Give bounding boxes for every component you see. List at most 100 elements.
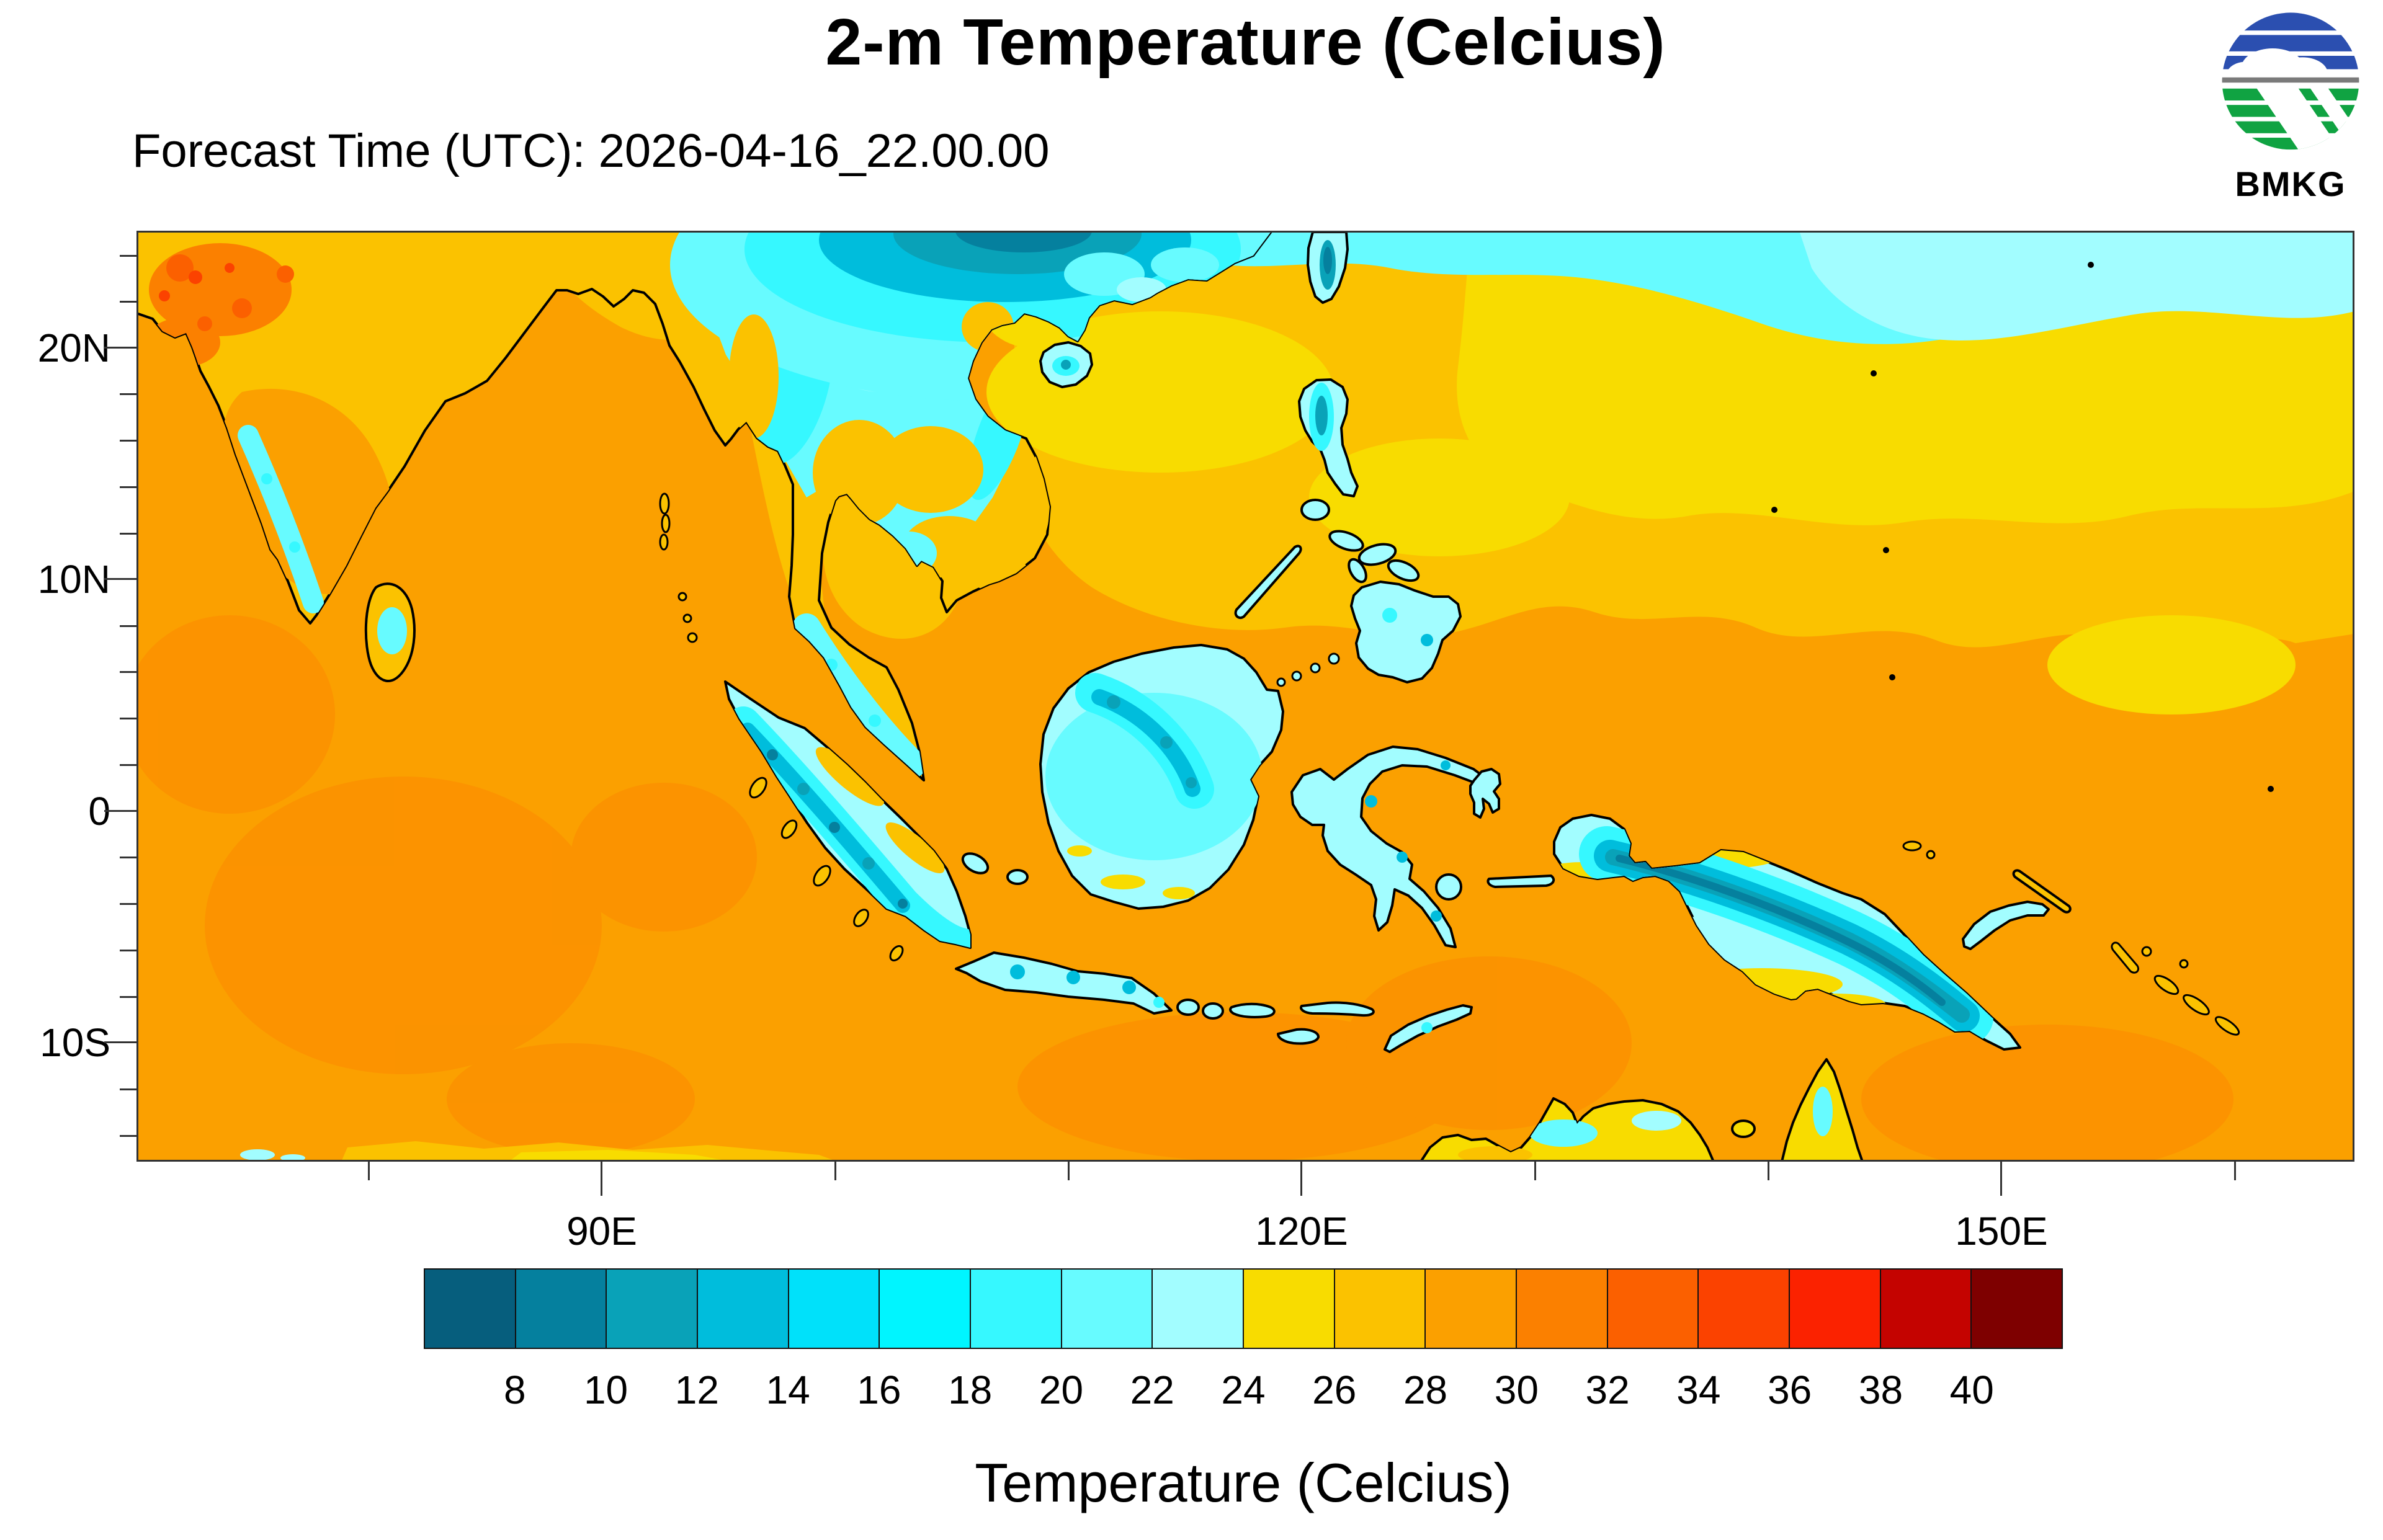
colorbar-cell	[607, 1270, 699, 1348]
island-java	[955, 951, 1173, 1015]
colorbar-cell	[698, 1270, 789, 1348]
bmkg-logo: BMKG	[2211, 11, 2371, 204]
y-axis-minor-tick	[120, 764, 136, 766]
y-axis-label-10S: 10S	[40, 1020, 110, 1065]
colorbar-label-26: 26	[1312, 1368, 1357, 1412]
colorbar-label-36: 36	[1768, 1368, 1812, 1412]
colorbar-label-28: 28	[1403, 1368, 1448, 1412]
islands-mentawai	[749, 777, 904, 962]
y-axis-minor-tick	[120, 718, 136, 719]
colorbar-cell	[789, 1270, 880, 1348]
colorbar-cell	[1153, 1270, 1245, 1348]
colorbar-label-40: 40	[1949, 1368, 1994, 1412]
colorbar-cell	[1517, 1270, 1608, 1348]
y-axis-label-20N: 20N	[37, 326, 110, 370]
colorbar-label-30: 30	[1494, 1368, 1539, 1412]
y-axis-minor-tick	[120, 393, 136, 395]
map-canvas	[124, 229, 2354, 1173]
x-axis-label-150E: 150E	[1955, 1209, 2048, 1253]
islands-solomon	[1902, 840, 2240, 1036]
y-axis-minor-tick	[120, 671, 136, 673]
colorbar-label-10: 10	[583, 1368, 628, 1412]
islands-andaman-nicobar	[659, 492, 698, 643]
colorbar-label-38: 38	[1858, 1368, 1903, 1412]
forecast-time-label: Forecast Time (UTC): 2026-04-16_22.00.00	[132, 125, 1050, 177]
island-groote	[1731, 1119, 1756, 1138]
colorbar-label-8: 8	[503, 1368, 526, 1412]
colorbar-label-24: 24	[1221, 1368, 1266, 1412]
colorbar-label-14: 14	[766, 1368, 810, 1412]
colorbar-label-20: 20	[1039, 1368, 1084, 1412]
x-axis-label-90E: 90E	[566, 1209, 637, 1253]
x-axis-minor-tick	[1768, 1162, 1769, 1180]
island-halmahera	[1469, 768, 1501, 819]
island-seram	[1487, 875, 1555, 888]
y-axis-minor-tick	[120, 1135, 136, 1137]
island-mindanao	[1350, 581, 1462, 683]
colorbar	[424, 1268, 2063, 1349]
island-belitung	[1006, 869, 1029, 885]
colorbar-label-32: 32	[1585, 1368, 1630, 1412]
colorbar-label-22: 22	[1130, 1368, 1174, 1412]
colorbar-label-16: 16	[857, 1368, 901, 1412]
colorbar-title: Temperature (Celcius)	[975, 1452, 1512, 1513]
island-buru	[1435, 873, 1462, 901]
x-axis-minor-tick	[1534, 1162, 1536, 1180]
island-mindoro	[1300, 499, 1330, 521]
y-axis-major-tick	[104, 810, 136, 812]
island-new-britain	[1962, 901, 2050, 950]
x-axis-label-120E: 120E	[1255, 1209, 1348, 1253]
islands-visayas	[1328, 530, 1420, 584]
x-axis-major-tick	[601, 1162, 602, 1196]
island-new-ireland	[2012, 869, 2072, 914]
islands-sulu	[1276, 652, 1340, 687]
y-axis-minor-tick	[120, 903, 136, 905]
y-axis-label-0: 0	[88, 789, 110, 834]
colorbar-cell	[1972, 1270, 2062, 1348]
island-palawan	[1234, 545, 1302, 620]
colorbar-label-12: 12	[674, 1368, 719, 1412]
island-sumba	[1277, 1028, 1320, 1045]
x-axis-major-tick	[2000, 1162, 2002, 1196]
colorbar-cell	[516, 1270, 607, 1348]
bmkg-logo-icon	[2211, 11, 2371, 160]
colorbar-label-34: 34	[1676, 1368, 1721, 1412]
island-bangka	[961, 852, 990, 875]
y-axis-minor-tick	[120, 950, 136, 951]
y-axis-major-tick	[104, 1041, 136, 1043]
y-axis-major-tick	[104, 347, 136, 349]
colorbar-cell	[1335, 1270, 1426, 1348]
y-axis-minor-tick	[120, 857, 136, 858]
island-sulawesi	[1290, 746, 1489, 948]
y-axis-minor-tick	[120, 301, 136, 303]
island-lombok	[1202, 1002, 1224, 1020]
colorbar-cell	[1426, 1270, 1518, 1348]
island-sumbawa	[1229, 1002, 1276, 1018]
y-axis-minor-tick	[120, 255, 136, 257]
colorbar-cell	[1880, 1270, 1972, 1348]
x-axis-major-tick	[1300, 1162, 1302, 1196]
island-bali	[1176, 999, 1200, 1016]
colorbar-cell	[1244, 1270, 1335, 1348]
x-axis-minor-tick	[368, 1162, 370, 1180]
map-border	[136, 231, 2354, 1162]
y-axis-minor-tick	[120, 996, 136, 998]
y-axis-label-10N: 10N	[37, 557, 110, 602]
colorbar-cell	[1699, 1270, 1791, 1348]
island-flores	[1300, 1001, 1375, 1017]
y-axis-major-tick	[104, 578, 136, 580]
colorbar-cell	[1607, 1270, 1699, 1348]
colorbar-cell	[1062, 1270, 1153, 1348]
map-frame	[124, 229, 2354, 1173]
bmkg-logo-label: BMKG	[2235, 164, 2346, 203]
colorbar-cell	[971, 1270, 1062, 1348]
y-axis-minor-tick	[120, 486, 136, 488]
y-axis-minor-tick	[120, 625, 136, 627]
colorbar-cell	[880, 1270, 972, 1348]
page-title: 2-m Temperature (Celcius)	[825, 6, 1666, 79]
colorbar-cell	[1790, 1270, 1881, 1348]
y-axis-minor-tick	[120, 533, 136, 535]
colorbar-label-18: 18	[948, 1368, 993, 1412]
x-axis-minor-tick	[834, 1162, 836, 1180]
